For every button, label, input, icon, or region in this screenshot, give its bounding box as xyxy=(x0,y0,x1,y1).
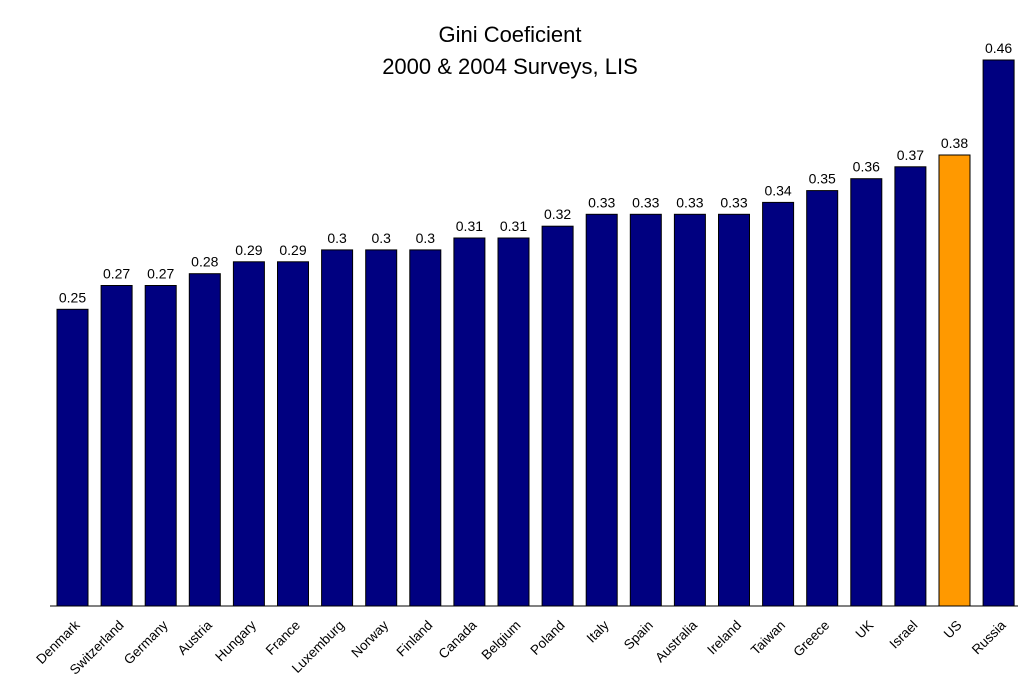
x-tick-label-us: US xyxy=(941,618,965,642)
bar-russia xyxy=(982,59,1015,607)
value-label-germany: 0.27 xyxy=(147,266,174,282)
chart-title: Gini Coeficient xyxy=(438,22,581,47)
x-tick-label-canada: Canada xyxy=(435,617,479,661)
bar-ireland xyxy=(718,213,750,607)
chart-subtitle: 2000 & 2004 Surveys, LIS xyxy=(382,54,638,79)
value-label-canada: 0.31 xyxy=(456,218,483,234)
x-tick-label-ireland: Ireland xyxy=(704,618,744,658)
bar-canada xyxy=(453,237,486,607)
bar-uk xyxy=(850,178,883,607)
x-tick-label-uk: UK xyxy=(853,618,877,642)
value-label-france: 0.29 xyxy=(279,242,306,258)
value-label-russia: 0.46 xyxy=(985,40,1012,56)
value-label-belgium: 0.31 xyxy=(500,218,527,234)
value-label-greece: 0.35 xyxy=(809,171,836,187)
value-labels-group: 0.25 0.27 0.27 0.28 0.29 0.29 0.3 0.3 0.3 0.31 0.3… xyxy=(59,40,1013,305)
bar-greece xyxy=(806,190,839,607)
x-tick-label-australia: Australia xyxy=(652,617,700,665)
value-label-denmark: 0.25 xyxy=(59,289,86,305)
x-tick-label-greece: Greece xyxy=(790,618,832,660)
value-label-luxemburg: 0.3 xyxy=(327,230,347,246)
x-tick-label-russia: Russia xyxy=(969,617,1009,657)
bars-group xyxy=(56,59,1015,607)
x-tick-label-israel: Israel xyxy=(887,618,921,652)
bar-italy xyxy=(585,213,618,607)
value-label-italy: 0.33 xyxy=(588,194,615,210)
x-tick-label-spain: Spain xyxy=(621,618,656,653)
x-tick-label-finland: Finland xyxy=(394,618,436,660)
value-label-uk: 0.36 xyxy=(853,159,880,175)
x-tick-label-germany: Germany xyxy=(121,617,171,667)
bar-denmark xyxy=(56,308,89,607)
value-label-israel: 0.37 xyxy=(897,147,924,163)
x-tick-label-austria: Austria xyxy=(175,617,216,658)
x-tick-label-belgium: Belgium xyxy=(479,618,524,663)
bar-australia xyxy=(673,213,706,607)
value-label-us: 0.38 xyxy=(941,135,968,151)
bar-poland xyxy=(541,225,574,607)
x-tick-label-hungary: Hungary xyxy=(212,617,259,664)
bar-hungary xyxy=(232,261,265,607)
x-tick-label-france: France xyxy=(263,618,303,658)
value-label-spain: 0.33 xyxy=(632,194,659,210)
value-label-austria: 0.28 xyxy=(191,254,218,270)
bar-austria xyxy=(188,273,221,607)
value-label-poland: 0.32 xyxy=(544,206,571,222)
value-label-hungary: 0.29 xyxy=(235,242,262,258)
bar-luxemburg xyxy=(321,249,354,607)
bar-taiwan xyxy=(762,201,795,607)
bar-norway xyxy=(365,249,398,607)
x-tick-label-poland: Poland xyxy=(527,618,567,658)
value-label-australia: 0.33 xyxy=(676,194,703,210)
bar-france xyxy=(277,261,309,607)
value-label-taiwan: 0.34 xyxy=(764,182,791,198)
x-tick-label-taiwan: Taiwan xyxy=(748,618,788,658)
bar-israel xyxy=(894,166,927,607)
value-label-norway: 0.3 xyxy=(371,230,391,246)
value-label-switzerland: 0.27 xyxy=(103,266,130,282)
x-tick-label-italy: Italy xyxy=(584,617,612,645)
bar-finland xyxy=(409,249,442,607)
bar-us xyxy=(938,154,971,607)
value-label-finland: 0.3 xyxy=(416,230,436,246)
bar-germany xyxy=(144,285,177,607)
bar-switzerland xyxy=(100,285,133,607)
bar-spain xyxy=(629,213,662,607)
bar-belgium xyxy=(497,237,530,607)
x-tick-label-norway: Norway xyxy=(348,617,391,660)
value-label-ireland: 0.33 xyxy=(720,194,747,210)
